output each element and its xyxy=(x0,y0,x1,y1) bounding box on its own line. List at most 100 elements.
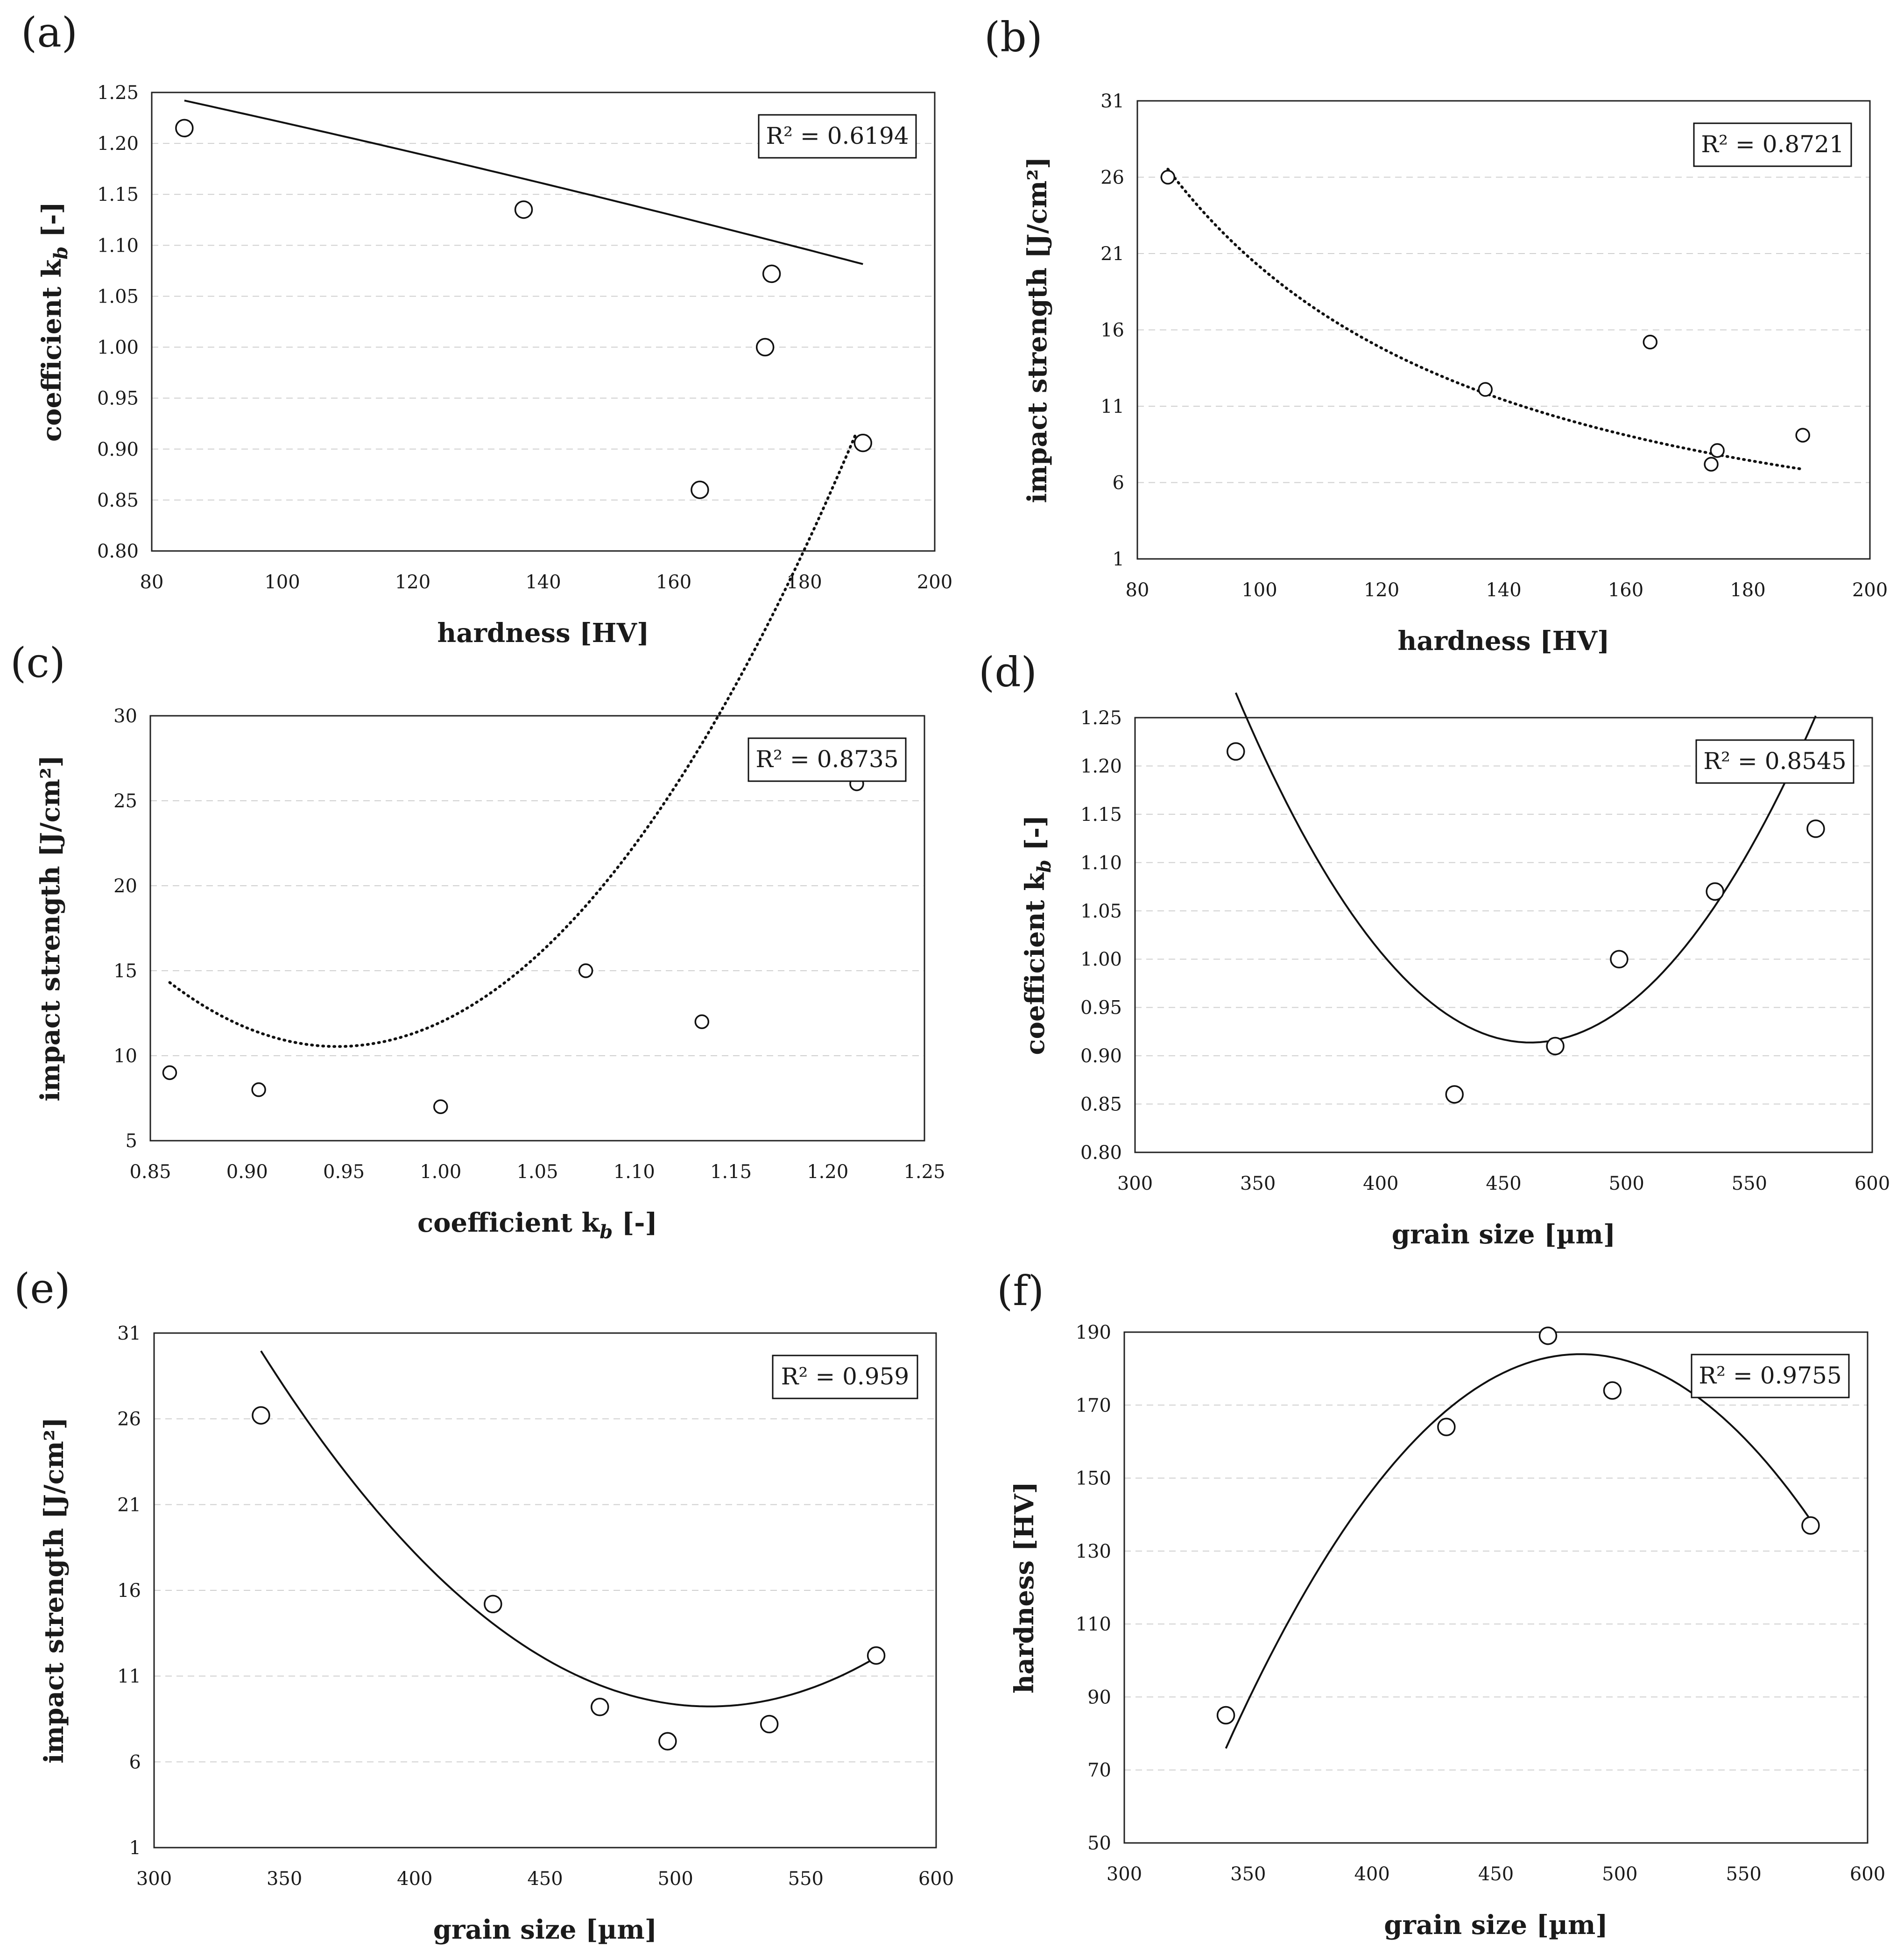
data-point xyxy=(514,200,533,219)
y-tick-label: 6 xyxy=(1113,473,1124,494)
plot-area xyxy=(1134,717,1873,1153)
x-tick-label: 350 xyxy=(1230,1863,1266,1885)
y-tick-label: 1.00 xyxy=(1080,949,1122,970)
x-tick-label: 1.25 xyxy=(903,1161,945,1183)
x-tick-label: 550 xyxy=(1732,1173,1767,1194)
x-tick-label: 1.15 xyxy=(710,1161,752,1183)
y-tick-label: 170 xyxy=(1076,1395,1111,1416)
y-tick-label: 21 xyxy=(117,1494,141,1516)
x-tick-label: 120 xyxy=(1364,579,1399,601)
data-point xyxy=(1610,950,1629,968)
x-tick-label: 1.20 xyxy=(807,1161,848,1183)
x-tick-label: 1.05 xyxy=(516,1161,558,1183)
data-point xyxy=(162,1065,177,1080)
y-tick-label: 31 xyxy=(1100,91,1124,112)
y-tick-label: 11 xyxy=(117,1666,141,1687)
y-axis-title: hardness [HV] xyxy=(1009,1482,1040,1694)
y-axis-title: impact strength [J/cm²] xyxy=(35,755,66,1101)
axis-title-subscript: b xyxy=(1033,860,1055,873)
y-tick-label: 1.15 xyxy=(1080,804,1122,826)
panel-label: (e) xyxy=(14,1264,71,1313)
trendline xyxy=(260,1350,877,1708)
x-tick-label: 180 xyxy=(1730,579,1765,601)
y-tick-label: 26 xyxy=(1100,167,1124,189)
plot-area xyxy=(149,715,925,1142)
data-point xyxy=(1546,1037,1565,1056)
data-point xyxy=(760,1715,779,1734)
chart-panel: (c) 5 10 15 20 25 30 0.85 0.90 0.95 1.00 1.05 1.10 1.… xyxy=(10,431,945,1243)
axis-title-text: hardness [HV] xyxy=(437,618,649,649)
data-point xyxy=(691,480,709,499)
y-axis-title: coefficient kb [-] xyxy=(1020,815,1055,1055)
x-tick-label: 600 xyxy=(1855,1173,1890,1194)
data-point xyxy=(484,1595,502,1614)
y-tick-label: 11 xyxy=(1100,396,1124,417)
trendline xyxy=(1225,1353,1812,1749)
trendline xyxy=(168,431,858,1048)
x-tick-label: 500 xyxy=(1602,1863,1637,1885)
data-point xyxy=(1706,882,1724,901)
x-tick-label: 400 xyxy=(1363,1173,1398,1194)
x-tick-label: 350 xyxy=(267,1868,302,1890)
y-tick-label: 1.10 xyxy=(97,235,139,256)
x-tick-label: 400 xyxy=(1354,1863,1389,1885)
data-point xyxy=(175,119,194,138)
axis-title-subscript: b xyxy=(599,1221,613,1243)
y-tick-label: 25 xyxy=(113,790,137,812)
x-tick-label: 200 xyxy=(917,572,952,593)
data-point xyxy=(867,1646,886,1665)
r2-box xyxy=(1693,122,1852,167)
y-tick-label: 1.20 xyxy=(1080,755,1122,777)
y-tick-label: 0.90 xyxy=(97,439,139,460)
axis-title-text: coefficient k xyxy=(417,1207,600,1238)
x-tick-label: 600 xyxy=(918,1868,954,1890)
x-axis-title: hardness [HV] xyxy=(1398,626,1610,656)
y-tick-label: 1.05 xyxy=(97,286,139,307)
x-tick-label: 500 xyxy=(657,1868,693,1890)
panel-label: (b) xyxy=(984,13,1043,61)
y-tick-label: 1.15 xyxy=(97,184,139,205)
data-point xyxy=(1710,443,1725,458)
data-point xyxy=(1643,334,1658,350)
axis-title-text: coefficient k xyxy=(36,259,67,442)
r2-box xyxy=(747,737,907,782)
axis-title-text: coefficient k xyxy=(1020,872,1051,1055)
y-tick-label: 70 xyxy=(1087,1760,1111,1781)
x-tick-label: 140 xyxy=(525,572,561,593)
data-point xyxy=(1437,1418,1456,1436)
data-point xyxy=(1806,819,1825,838)
data-point xyxy=(1603,1381,1622,1400)
r2-value: R² = 0.8735 xyxy=(755,746,898,773)
axis-title-text: grain size [µm] xyxy=(433,1914,657,1945)
chart-panel: (f) 50 70 90 110 130 150 170 190 300 350 400 450 500 5… xyxy=(997,1267,1885,1941)
data-point xyxy=(1445,1085,1464,1104)
x-tick-label: 300 xyxy=(1107,1863,1142,1885)
y-tick-label: 30 xyxy=(113,706,137,727)
data-point xyxy=(1227,742,1245,761)
axis-title-suffix: [-] xyxy=(613,1207,657,1238)
data-point xyxy=(755,338,775,357)
data-point xyxy=(433,1099,448,1114)
x-tick-label: 550 xyxy=(1726,1863,1761,1885)
data-point xyxy=(1216,1706,1235,1725)
data-point xyxy=(1160,169,1176,185)
x-tick-label: 80 xyxy=(1126,579,1149,601)
y-tick-label: 190 xyxy=(1076,1322,1111,1343)
y-tick-label: 0.85 xyxy=(1080,1094,1122,1115)
x-axis-title: grain size [µm] xyxy=(433,1914,657,1945)
trendline xyxy=(1234,692,1817,1044)
panel-label: (a) xyxy=(21,8,78,56)
y-tick-label: 0.85 xyxy=(97,490,139,511)
x-tick-label: 600 xyxy=(1850,1863,1885,1885)
y-tick-label: 26 xyxy=(117,1409,141,1430)
trendline xyxy=(1166,168,1805,471)
axis-title-text: hardness [HV] xyxy=(1009,1482,1040,1694)
y-tick-label: 1.25 xyxy=(97,82,139,104)
y-tick-label: 15 xyxy=(113,960,137,982)
axis-title-suffix: [-] xyxy=(1020,815,1051,860)
trendline xyxy=(184,99,863,265)
x-tick-label: 0.90 xyxy=(226,1161,268,1183)
axis-title-text: grain size [µm] xyxy=(1392,1219,1615,1250)
